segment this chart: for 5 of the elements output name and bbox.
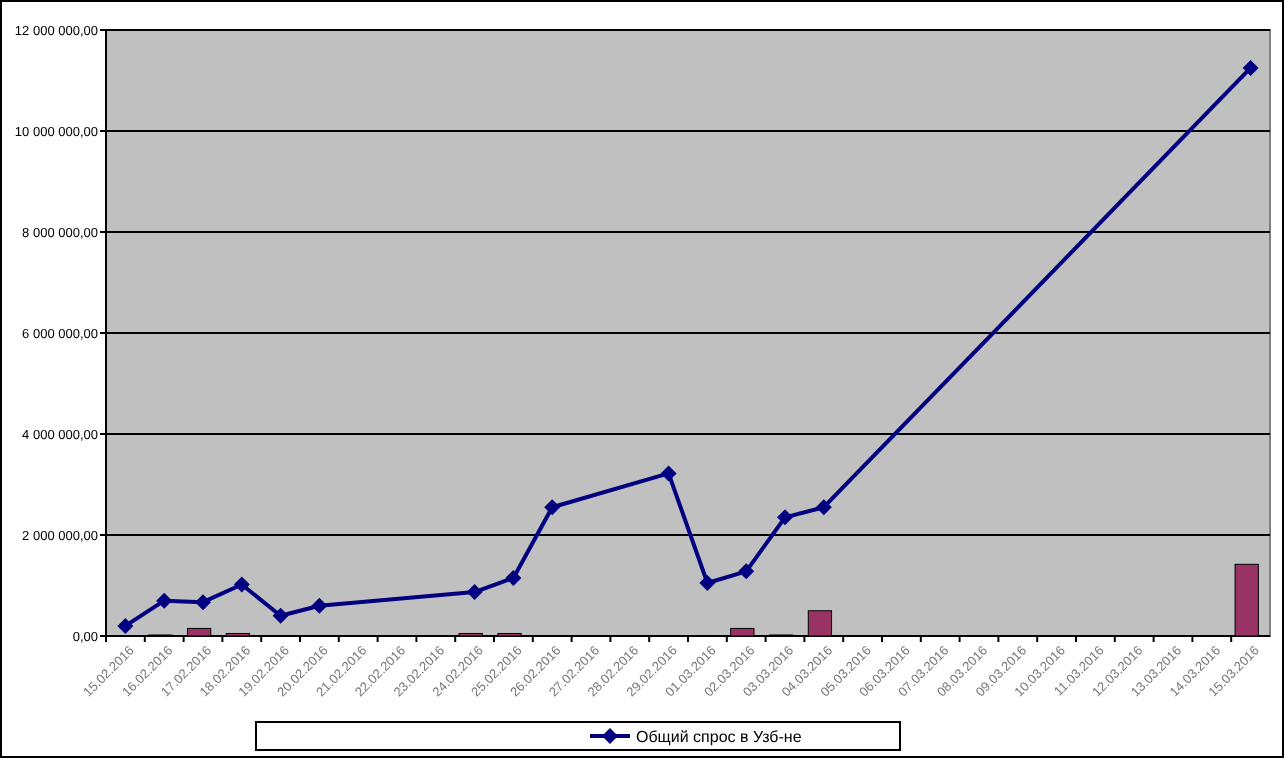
bar	[807, 610, 833, 637]
bar	[186, 627, 212, 637]
legend-label: Общий спрос в Узб-не	[636, 727, 803, 746]
bar	[730, 627, 755, 637]
bar	[1234, 563, 1259, 637]
